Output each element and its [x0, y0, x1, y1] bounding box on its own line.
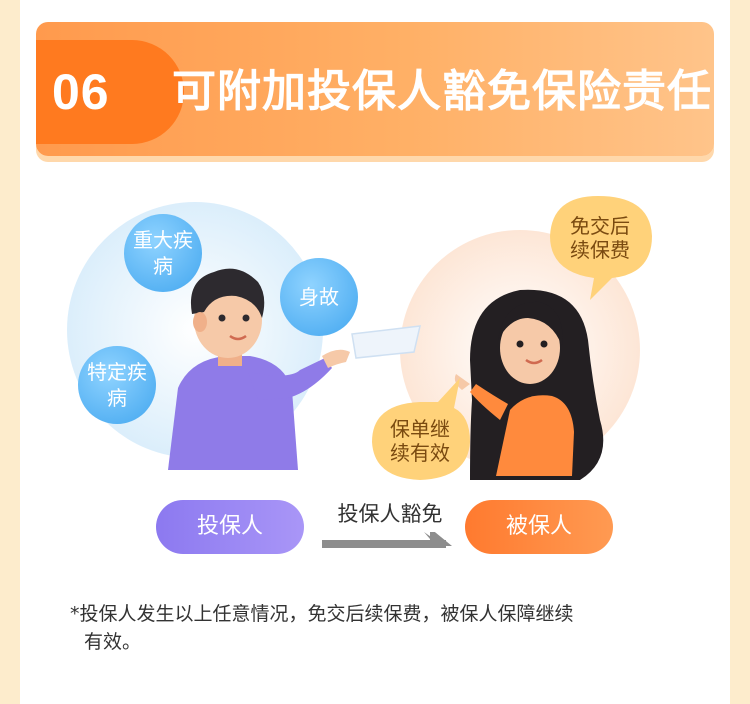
major-illness-label: 重大疾病	[133, 228, 193, 278]
flow-arrow-bar	[322, 540, 446, 548]
specific-illness-label: 特定疾病	[87, 360, 147, 410]
footnote: *投保人发生以上任意情况，免交后续保费，被保人保障继续 有效。	[70, 600, 680, 656]
waive-premium-text: 免交后续保费	[560, 212, 640, 264]
section-title: 可附加投保人豁免保险责任	[172, 66, 712, 117]
flow-arrow-head	[430, 528, 452, 546]
death-bubble: 身故	[280, 258, 358, 336]
policy-continue-label: 保单继续有效	[390, 417, 450, 465]
woman-figure	[454, 289, 604, 480]
footnote-line-2: 有效。	[84, 631, 142, 653]
section-number-tab	[36, 40, 184, 144]
waiver-label: 投保人豁免	[320, 496, 460, 532]
major-illness-bubble: 重大疾病	[124, 214, 202, 292]
policy-continue-bubble-shape	[372, 378, 470, 480]
paper-icon	[351, 325, 421, 359]
policyholder-pill: 投保人	[156, 500, 304, 554]
policy-continue-text: 保单继续有效	[380, 414, 460, 468]
insured-pill: 被保人	[465, 500, 613, 554]
waive-premium-label: 免交后续保费	[570, 214, 630, 262]
man-figure	[168, 268, 350, 470]
footnote-line-1: *投保人发生以上任意情况，免交后续保费，被保人保障继续	[70, 603, 574, 625]
specific-illness-bubble: 特定疾病	[78, 346, 156, 424]
waive-premium-bubble-shape	[550, 196, 652, 300]
death-label: 身故	[299, 285, 339, 309]
section-number: 06	[52, 64, 110, 120]
